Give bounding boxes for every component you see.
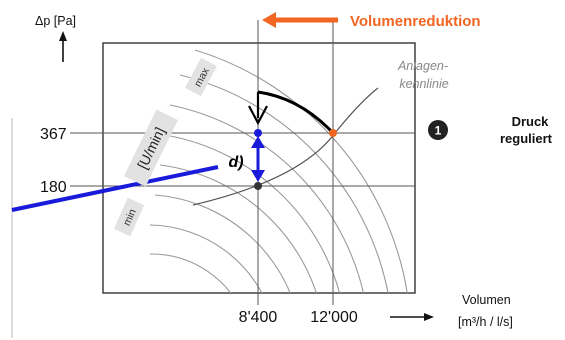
operating-point-orange — [329, 129, 337, 137]
pressure-curve-segment — [257, 90, 335, 135]
fan-curve — [159, 164, 317, 293]
y-axis-label: Δp [Pa] — [35, 14, 76, 28]
fan-curve — [149, 253, 232, 293]
pressure-arrow-head-up — [251, 136, 265, 148]
x-tick-8400: 8'400 — [239, 309, 278, 326]
fan-curve — [169, 104, 365, 293]
fan-curve — [194, 49, 408, 293]
point-label: d) — [228, 154, 243, 171]
fan-curve — [154, 194, 291, 293]
x-axis-arrow-head — [424, 313, 434, 321]
y-tick-180: 180 — [40, 179, 67, 196]
y-axis-arrow-head — [59, 31, 67, 41]
mode-number-icon — [428, 120, 448, 140]
plot-frame — [102, 42, 416, 294]
fan-curve-family — [149, 49, 408, 293]
x-axis-label: Volumen — [462, 293, 511, 307]
speed-unit-badge: [U/min] — [123, 109, 179, 187]
mode-number: 1 — [435, 124, 442, 138]
x-tick-12000: 12'000 — [310, 309, 358, 326]
system-curve-label: Anlagen- — [397, 59, 448, 73]
operating-point-blue — [254, 129, 262, 137]
speed-max-badge: max — [185, 57, 217, 97]
system-curve — [192, 87, 379, 206]
control-line — [11, 165, 219, 212]
mode-label-2: reguliert — [500, 131, 553, 146]
fan-curve — [164, 134, 341, 293]
volume-reduction-arrow-head — [262, 12, 276, 28]
x-axis-unit: [m³/h / l/s] — [458, 315, 513, 329]
fan-curve — [149, 224, 263, 293]
speed-min-badge: min — [113, 197, 145, 237]
fan-curve — [179, 74, 389, 293]
volume-reduction-label: Volumenreduktion — [350, 13, 481, 30]
pressure-arrow-head-down — [251, 170, 265, 182]
mode-label-1: Druck — [512, 114, 550, 129]
y-tick-367: 367 — [40, 126, 67, 143]
system-curve-label-2: kennlinie — [399, 77, 448, 91]
reduction-arrow-head — [248, 105, 268, 126]
operating-point-dark — [254, 182, 262, 190]
